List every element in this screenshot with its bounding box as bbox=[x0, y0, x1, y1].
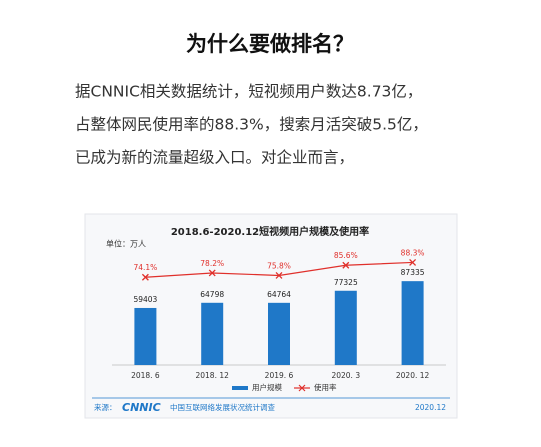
line-value-label: 78.2% bbox=[200, 259, 224, 268]
legend-swatch bbox=[298, 384, 306, 392]
page-title: 为什么要做排名？ bbox=[186, 32, 354, 56]
date: 2020.12 bbox=[415, 403, 446, 412]
paragraph-line: 已成为新的流量超级入口。对企业而言， bbox=[75, 149, 354, 167]
source-label: 来源： bbox=[94, 403, 117, 412]
line-marker bbox=[409, 258, 417, 266]
paragraph-line: 占整体网民使用率的88.3%，搜索月活突破5.5亿， bbox=[75, 116, 428, 134]
line-marker bbox=[208, 269, 216, 277]
line-marker bbox=[141, 273, 149, 281]
bar-value-label: 64764 bbox=[267, 290, 291, 299]
bar-value-label: 87335 bbox=[401, 268, 425, 277]
paragraph-line: 据CNNIC相关数据统计，短视频用户数达8.73亿， bbox=[75, 83, 422, 101]
line-marker bbox=[342, 261, 350, 269]
x-tick-label: 2020. 12 bbox=[396, 371, 430, 380]
line-value-label: 75.8% bbox=[267, 261, 291, 270]
legend-swatch bbox=[232, 386, 248, 390]
bar bbox=[268, 302, 290, 365]
unit-label: 单位：万人 bbox=[106, 239, 146, 249]
x-tick-label: 2019. 6 bbox=[265, 371, 294, 380]
line-marker bbox=[275, 272, 283, 279]
legend-label: 用户规模 bbox=[252, 382, 282, 392]
bar bbox=[401, 281, 424, 365]
logo: CNNIC bbox=[122, 401, 161, 414]
chart-title: 2018.6-2020.12短视频用户规模及使用率 bbox=[171, 225, 369, 238]
x-tick-label: 2018. 6 bbox=[131, 371, 160, 380]
x-tick-label: 2018. 12 bbox=[195, 371, 229, 380]
x-tick-label: 2020. 3 bbox=[331, 371, 360, 380]
line-value-label: 85.6% bbox=[334, 251, 358, 260]
line-value-label: 88.3% bbox=[401, 248, 425, 257]
source: 中国互联网络发展状况统计调查 bbox=[170, 402, 275, 412]
bar bbox=[334, 290, 357, 365]
line-value-label: 74.1% bbox=[133, 263, 157, 272]
bar-value-label: 77325 bbox=[334, 278, 358, 287]
bar bbox=[201, 302, 224, 365]
bar-value-label: 59403 bbox=[133, 295, 157, 304]
bar bbox=[134, 307, 157, 365]
legend-label: 使用率 bbox=[314, 382, 337, 392]
bar-value-label: 64798 bbox=[200, 290, 224, 299]
